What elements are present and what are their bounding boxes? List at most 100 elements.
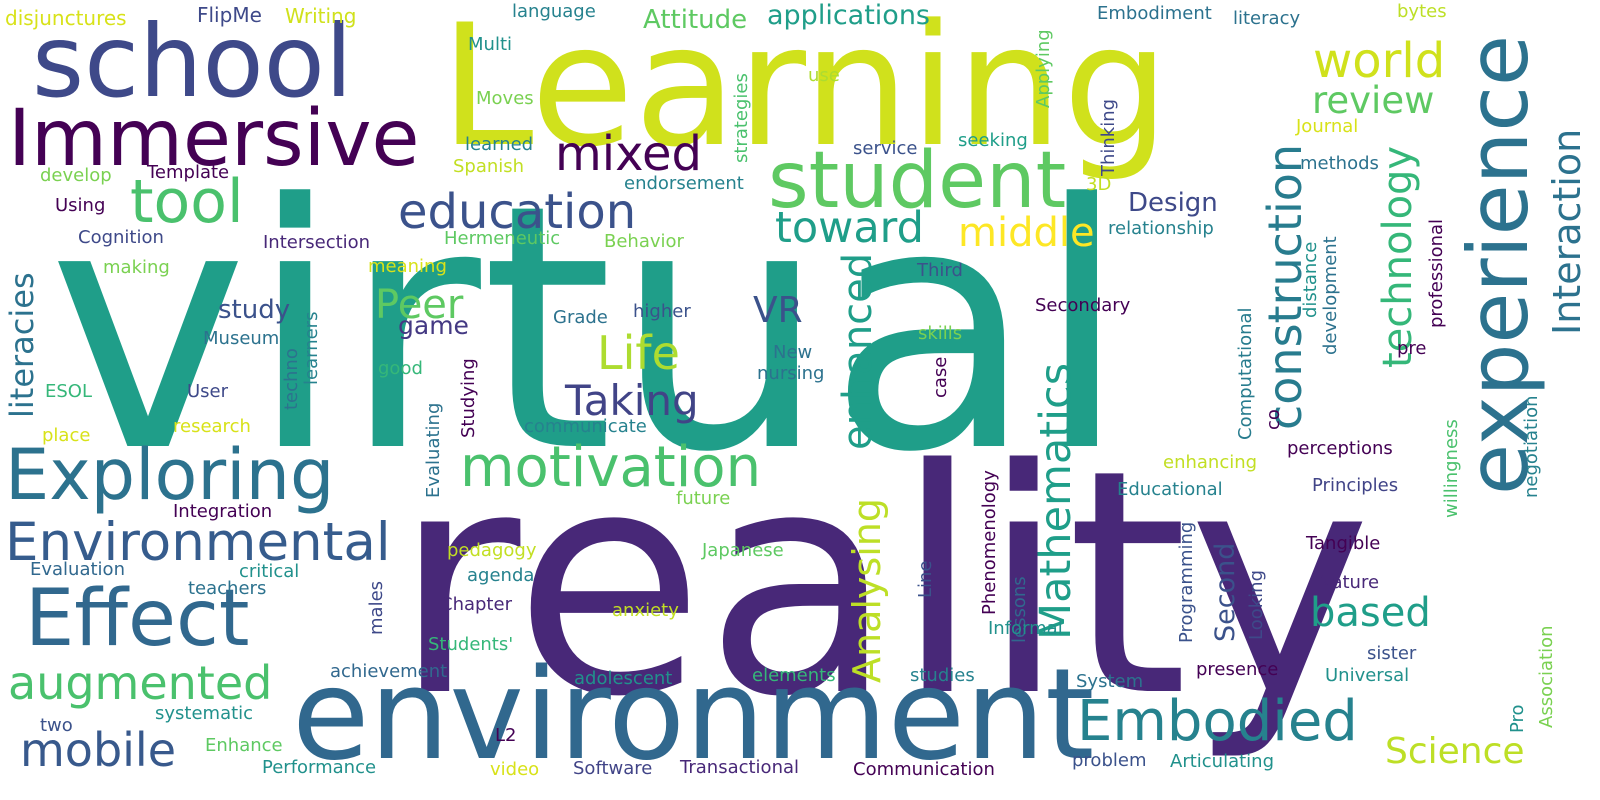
cloud-word: FlipMe <box>197 3 262 27</box>
cloud-word: perceptions <box>1287 438 1393 459</box>
cloud-word: review <box>1312 79 1435 122</box>
cloud-word: Computational <box>1235 307 1256 440</box>
cloud-word: higher <box>633 301 691 322</box>
cloud-word: problem <box>1072 750 1147 771</box>
cloud-word: student <box>768 136 1067 226</box>
cloud-word: Journal <box>1296 116 1359 137</box>
cloud-word: enhanced <box>835 252 881 450</box>
cloud-word: Exploring <box>5 434 335 516</box>
cloud-word: relationship <box>1108 218 1214 239</box>
cloud-word: achievement <box>330 661 448 682</box>
cloud-word: Nature <box>1318 572 1380 593</box>
cloud-word: mobile <box>20 723 177 777</box>
cloud-word: Principles <box>1312 475 1399 496</box>
cloud-word: Effect <box>25 574 250 664</box>
cloud-word: Museum <box>203 328 280 349</box>
cloud-word: Thinking <box>1098 98 1119 176</box>
cloud-word: Peer <box>375 282 464 328</box>
cloud-word: learners <box>301 311 322 385</box>
cloud-word: skills <box>918 323 963 344</box>
cloud-word: Studying <box>458 358 479 438</box>
cloud-word: Design <box>1128 188 1218 218</box>
cloud-word: Chapter <box>440 594 512 615</box>
cloud-word: Applying <box>1033 29 1054 108</box>
cloud-word: bytes <box>1397 1 1447 22</box>
cloud-word: school <box>32 3 353 120</box>
cloud-word: critical <box>239 561 300 582</box>
cloud-word: good <box>378 358 423 379</box>
cloud-word: Writing <box>285 4 357 28</box>
cloud-word: Japanese <box>702 540 784 561</box>
cloud-word: augmented <box>8 656 273 710</box>
cloud-word: case <box>930 356 951 398</box>
cloud-word: Communication <box>853 759 995 780</box>
cloud-word: environment <box>292 641 1095 788</box>
cloud-word: based <box>1310 590 1431 636</box>
cloud-word: making <box>103 257 170 278</box>
cloud-word: Third <box>917 260 963 281</box>
cloud-word: education <box>398 184 637 240</box>
cloud-word: studies <box>910 665 975 686</box>
cloud-word: pedagogy <box>447 540 537 561</box>
cloud-word: Phenomenology <box>979 470 1000 615</box>
cloud-word: mixed <box>555 126 703 182</box>
cloud-word: literacies <box>3 272 41 418</box>
cloud-word: study <box>218 295 291 325</box>
cloud-word: research <box>173 416 251 437</box>
cloud-word: world <box>1313 33 1446 89</box>
cloud-word: systematic <box>155 703 254 724</box>
cloud-word: game <box>398 311 469 340</box>
cloud-word: anxiety <box>612 600 679 621</box>
cloud-word: technology <box>1375 145 1421 368</box>
cloud-word: Hermeneutic <box>444 228 561 249</box>
cloud-word: virtual <box>48 132 1129 526</box>
cloud-word: VR <box>753 290 803 331</box>
cloud-word: toward <box>775 203 924 253</box>
cloud-word: agenda <box>467 565 535 586</box>
cloud-word: language <box>512 1 596 22</box>
cloud-word: Template <box>147 162 230 183</box>
cloud-word: Integration <box>173 501 273 522</box>
cloud-word: negotiation <box>1521 395 1542 499</box>
cloud-word: Embodied <box>1077 689 1358 754</box>
cloud-word: L2 <box>495 725 517 746</box>
cloud-word: willingness <box>1441 419 1462 518</box>
cloud-word: Articulating <box>1170 751 1275 772</box>
cloud-word: enhancing <box>1163 452 1258 473</box>
cloud-word: Educational <box>1117 479 1223 500</box>
cloud-word: User <box>187 381 229 402</box>
cloud-word: Programming <box>1176 521 1197 643</box>
cloud-word: adolescent <box>574 668 673 689</box>
cloud-word: males <box>366 580 387 635</box>
cloud-word: Attitude <box>643 5 748 35</box>
cloud-word: Multi <box>468 34 512 55</box>
cloud-word: two <box>40 715 73 736</box>
cloud-word: disjunctures <box>5 6 127 30</box>
cloud-word: Mathematics <box>1031 362 1081 640</box>
cloud-word: nursing <box>757 363 825 384</box>
cloud-word: reality <box>393 404 1372 765</box>
cloud-word: Informal <box>988 618 1063 639</box>
cloud-word: place <box>42 425 91 446</box>
cloud-word: applications <box>767 0 931 31</box>
cloud-word: 3D <box>1086 174 1112 195</box>
cloud-word: Enhance <box>205 735 283 756</box>
cloud-word: Learning <box>440 0 1170 184</box>
cloud-word: future <box>676 488 731 509</box>
cloud-word: Performance <box>262 757 377 778</box>
cloud-word: development <box>1320 236 1341 355</box>
cloud-word: co <box>1263 409 1284 430</box>
cloud-word: Interaction <box>1545 128 1589 335</box>
cloud-word: Science <box>1385 731 1525 772</box>
cloud-word: Environmental <box>5 512 391 573</box>
cloud-word: Association <box>1536 625 1557 729</box>
cloud-word: Students' <box>428 634 514 655</box>
cloud-word: ESOL <box>45 381 92 402</box>
cloud-word: teachers <box>188 578 267 599</box>
cloud-word: Evaluating <box>423 402 444 498</box>
cloud-word: techno <box>281 348 302 410</box>
cloud-word: strategies <box>731 73 752 163</box>
cloud-word: communicate <box>524 416 647 437</box>
cloud-word: develop <box>40 165 112 186</box>
